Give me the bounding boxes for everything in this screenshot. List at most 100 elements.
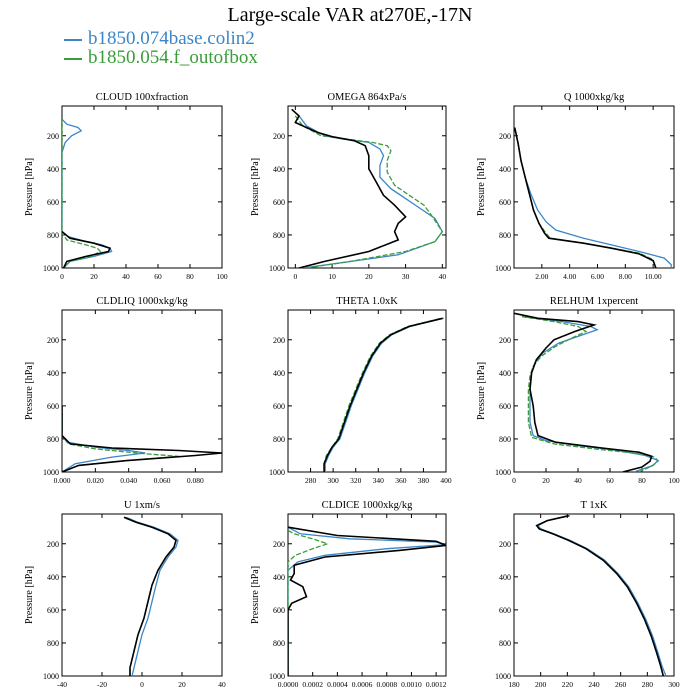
panel-5: THETA 1.0xK 200 400 600 800 1000 280 300 320 340 3… <box>269 296 452 485</box>
x-tick-label: 380 <box>418 476 430 485</box>
y-tick-label: 600 <box>499 402 511 411</box>
figure-title: Large-scale VAR at270E,-17N <box>227 4 473 26</box>
x-tick-label: 220 <box>562 680 574 689</box>
series-line-3 <box>62 230 112 268</box>
x-tick-label: 100 <box>216 272 228 281</box>
y-tick-label: 1000 <box>495 672 511 681</box>
x-tick-label: 400 <box>440 476 452 485</box>
x-tick-label: 8.00 <box>619 272 632 281</box>
x-tick-label: 280 <box>305 476 317 485</box>
series-line-1 <box>298 115 444 268</box>
legend-label-1: b1850.074base.colin2 <box>88 28 255 49</box>
y-tick-label: 400 <box>47 165 59 174</box>
y-axis-label: Pressure [hPa] <box>24 158 35 216</box>
y-tick-label: 800 <box>273 639 285 648</box>
series-line-3 <box>62 405 222 472</box>
y-tick-label: 1000 <box>43 672 59 681</box>
x-tick-label: 0.0000 <box>278 680 299 689</box>
series-line-3 <box>535 514 665 676</box>
x-tick-label: 40 <box>574 476 582 485</box>
x-tick-label: 0.080 <box>187 476 204 485</box>
x-tick-label: -20 <box>97 680 107 689</box>
y-tick-label: 1000 <box>43 264 59 273</box>
y-tick-label: 800 <box>273 435 285 444</box>
panel-title: U 1xm/s <box>124 500 160 511</box>
x-tick-label: 320 <box>350 476 362 485</box>
panel-title: CLOUD 100xfraction <box>96 92 189 103</box>
y-tick-label: 800 <box>499 435 511 444</box>
x-tick-label: 180 <box>508 680 520 689</box>
y-tick-label: 1000 <box>269 468 285 477</box>
y-tick-label: 400 <box>499 369 511 378</box>
x-tick-label: 0 <box>60 272 64 281</box>
x-tick-label: 100 <box>668 476 680 485</box>
y-tick-label: 200 <box>499 540 511 549</box>
series-line-2 <box>535 515 664 676</box>
x-tick-label: 0 <box>293 272 297 281</box>
series-line-2 <box>288 529 330 676</box>
series-line-2 <box>521 315 659 472</box>
y-tick-label: 200 <box>47 336 59 345</box>
x-tick-label: 20 <box>178 680 186 689</box>
plot-frame <box>61 309 223 473</box>
x-tick-label: 0.0004 <box>327 680 348 689</box>
plot-frame <box>61 513 223 677</box>
y-tick-label: 1000 <box>495 468 511 477</box>
y-tick-label: 600 <box>47 606 59 615</box>
series-line-2 <box>62 119 102 268</box>
x-tick-label: -40 <box>57 680 67 689</box>
series-line-3 <box>514 127 657 268</box>
panel-title: T 1xK <box>581 500 608 511</box>
x-tick-label: 240 <box>588 680 600 689</box>
x-tick-label: 10.00 <box>645 272 662 281</box>
x-tick-label: 360 <box>395 476 407 485</box>
x-tick-label: 80 <box>638 476 646 485</box>
x-tick-label: 20 <box>90 272 98 281</box>
panel-title: CLDLIQ 1000xkg/kg <box>96 296 188 307</box>
plot-frame <box>513 309 675 473</box>
series-line-2 <box>514 127 657 268</box>
series-line-3 <box>323 317 443 472</box>
y-tick-label: 1000 <box>495 264 511 273</box>
x-tick-label: 30 <box>402 272 410 281</box>
series-line-3 <box>288 526 446 676</box>
legend-entry-2: b1850.054.f_outofbox <box>64 48 258 68</box>
y-axis-label: Pressure [hPa] <box>24 362 35 420</box>
x-tick-label: 0 <box>512 476 516 485</box>
y-tick-label: 200 <box>47 132 59 141</box>
x-tick-label: 4.00 <box>563 272 576 281</box>
y-tick-label: 800 <box>273 231 285 240</box>
y-tick-label: 200 <box>273 540 285 549</box>
x-tick-label: 340 <box>373 476 385 485</box>
y-tick-label: 800 <box>499 231 511 240</box>
legend-swatch-2 <box>64 57 82 60</box>
x-tick-label: 0.0008 <box>376 680 397 689</box>
x-tick-label: 2.00 <box>535 272 548 281</box>
x-tick-label: 260 <box>615 680 627 689</box>
series-line-3 <box>291 108 407 268</box>
series-line-3 <box>514 312 653 472</box>
x-tick-label: 200 <box>535 680 547 689</box>
y-axis-label: Pressure [hPa] <box>24 566 35 624</box>
x-tick-label: 80 <box>186 272 194 281</box>
y-axis-label: Pressure [hPa] <box>250 158 261 216</box>
y-tick-label: 600 <box>47 198 59 207</box>
series-line-2 <box>323 317 442 472</box>
y-tick-label: 800 <box>47 639 59 648</box>
x-tick-label: 60 <box>154 272 162 281</box>
y-tick-label: 600 <box>273 198 285 207</box>
x-tick-label: 0.060 <box>154 476 171 485</box>
plot-frame <box>513 105 675 269</box>
y-tick-label: 400 <box>499 165 511 174</box>
y-tick-label: 600 <box>499 198 511 207</box>
series-line-1 <box>521 315 660 472</box>
x-tick-label: 0 <box>140 680 144 689</box>
x-tick-label: 10 <box>328 272 336 281</box>
plot-frame <box>61 105 223 269</box>
series-line-1 <box>514 127 672 268</box>
